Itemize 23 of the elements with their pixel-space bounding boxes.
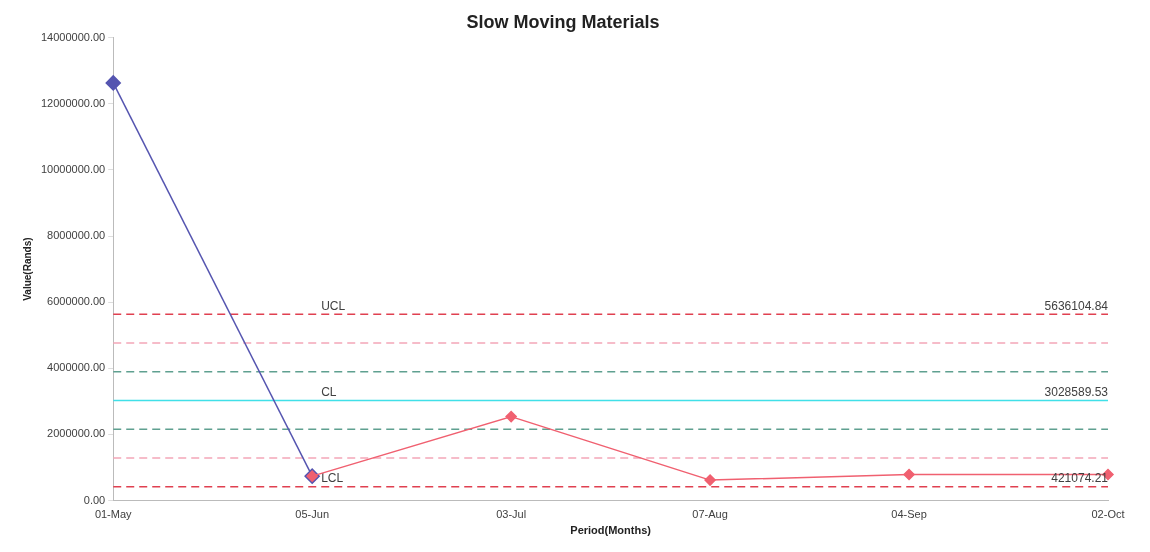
x-axis-title: Period(Months) (570, 524, 652, 537)
annotation: 421074.21 (1051, 470, 1109, 485)
y-axis-title: Value(Rands) (21, 237, 33, 301)
y-tick-label: 2000000.00 (47, 427, 106, 440)
x-tick-label: 01-May (94, 508, 133, 521)
annotation: 5636104.84 (1044, 298, 1109, 313)
x-tick-label: 04-Sep (891, 508, 927, 521)
ref-line-label: CL (321, 384, 337, 399)
y-tick-label: 10000000.00 (41, 162, 106, 175)
chart-title: Slow Moving Materials (466, 11, 660, 32)
x-tick-label: 07-Aug (692, 508, 728, 521)
y-tick-label: 0.00 (83, 493, 106, 506)
y-tick-label: 14000000.00 (41, 30, 106, 43)
ref-line-label: LCL (321, 470, 344, 485)
y-tick-label: 4000000.00 (47, 361, 106, 374)
y-tick-label: 8000000.00 (47, 229, 106, 242)
ref-line-label: UCL (321, 298, 346, 313)
x-tick-label: 05-Jun (295, 508, 330, 521)
y-tick-label: 6000000.00 (47, 295, 106, 308)
x-tick-label: 03-Jul (496, 508, 527, 521)
x-tick-label: 02-Oct (1091, 508, 1125, 521)
y-tick-label: 12000000.00 (41, 96, 106, 109)
annotation: 3028589.53 (1044, 384, 1109, 399)
